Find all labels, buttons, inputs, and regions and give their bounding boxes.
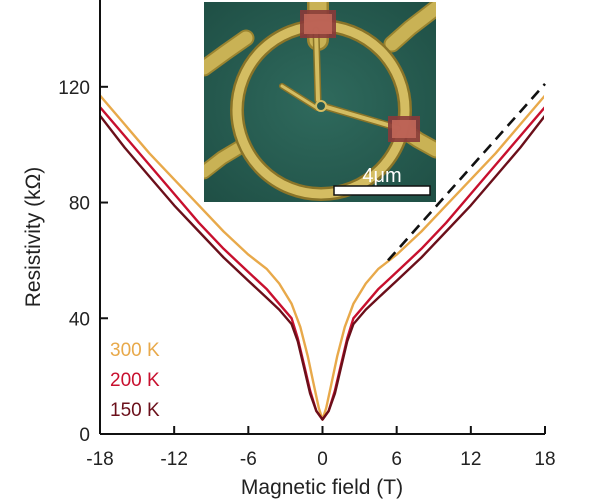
- x-ticks: -18 -12 -6 0 6 12 18: [86, 426, 556, 470]
- legend-entry-150k: 150 K: [110, 400, 160, 421]
- y-tick-label: 0: [79, 425, 90, 446]
- series-group: [100, 94, 544, 421]
- inset-micrograph: 4μm: [204, 2, 436, 202]
- x-tick-label: -6: [240, 449, 257, 470]
- x-tick-label: 0: [317, 449, 328, 470]
- y-ticks: 0 40 80 120: [58, 78, 108, 446]
- series-line-150k: [100, 114, 544, 421]
- legend-entry-200k: 200 K: [110, 370, 160, 391]
- y-tick-label: 120: [58, 78, 90, 99]
- scale-bar-label: 4μm: [362, 165, 401, 187]
- x-tick-label: 18: [534, 449, 555, 470]
- legend-entry-300k: 300 K: [110, 340, 160, 361]
- y-tick-label: 40: [69, 309, 90, 330]
- x-tick-label: -18: [86, 449, 113, 470]
- y-axis-label: Resistivity (kΩ): [22, 167, 45, 308]
- y-tick-label: 80: [69, 194, 90, 215]
- x-axis-label: Magnetic field (T): [241, 476, 403, 499]
- x-tick-label: -12: [160, 449, 187, 470]
- x-tick-label: 6: [391, 449, 402, 470]
- x-tick-label: 12: [460, 449, 481, 470]
- dashed-guide-line: [387, 83, 546, 262]
- legend: 300 K 200 K 150 K: [110, 340, 160, 421]
- inner-wires: [279, 26, 402, 132]
- scale-bar: [333, 185, 431, 196]
